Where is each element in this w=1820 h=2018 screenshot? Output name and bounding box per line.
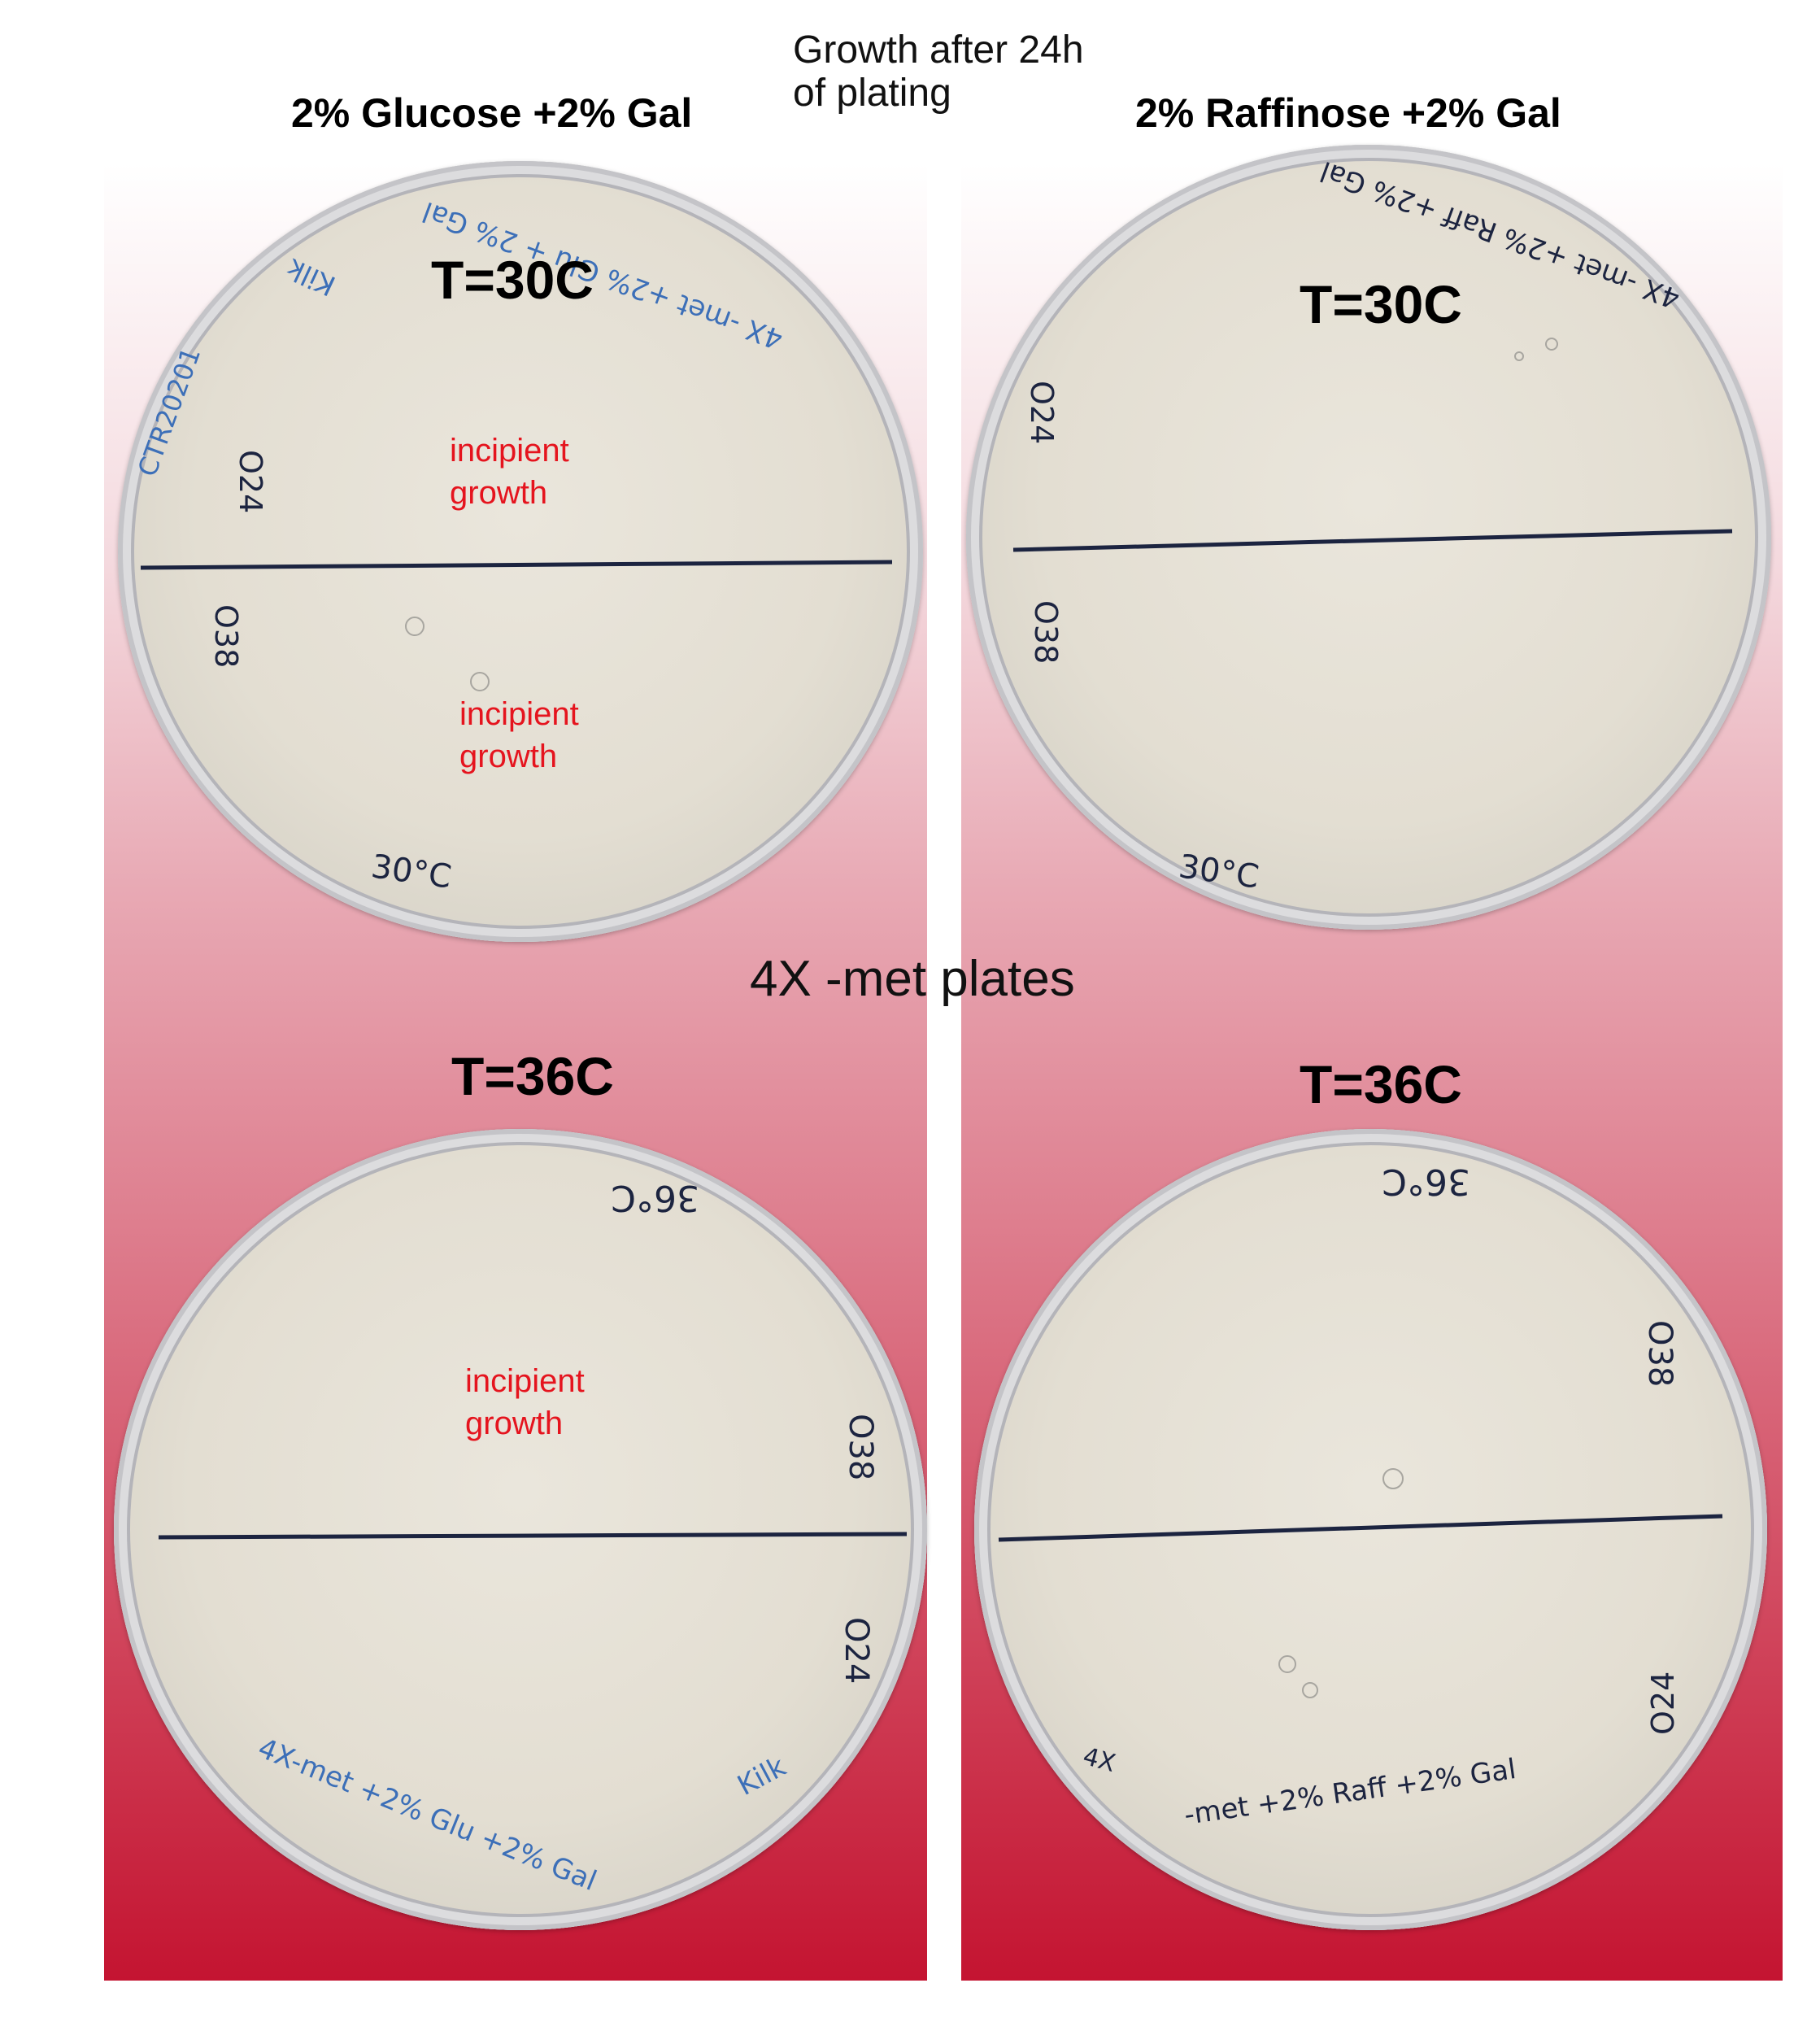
plate-raffinose-30c: 4X -met +2% Raff +2% Gal O24 O38 30°C xyxy=(966,145,1771,930)
temperature-label: T=36C xyxy=(1300,1054,1462,1114)
handwriting-label: 30°C xyxy=(1177,848,1261,896)
divider-line xyxy=(998,1514,1723,1542)
plate-glucose-36c-markings: 36°C O38 O24 4X-met +2% Glu +2% Gal Kilk xyxy=(158,1177,908,1898)
handwriting-label: -met +2% Raff +2% Gal xyxy=(1182,1753,1518,1832)
growth-caption: Growth after 24h of plating xyxy=(793,28,1084,116)
handwriting-label: O24 xyxy=(1645,1671,1681,1735)
handwriting-label: O24 xyxy=(233,450,268,513)
temperature-label: T=30C xyxy=(1300,274,1462,334)
incipient-growth-note: incipient growth xyxy=(459,696,579,774)
left-condition-title: 2% Glucose +2% Gal xyxy=(291,90,693,136)
handwriting-label: O38 xyxy=(1028,600,1064,664)
incipient-growth-note: incipient growth xyxy=(465,1363,585,1441)
bubble xyxy=(1514,351,1524,361)
handwriting-label: 4X-met +2% Glu +2% Gal xyxy=(254,1732,602,1898)
plate-raffinose-36c-markings: 36°C O38 O24 4X -met +2% Raff +2% Gal xyxy=(998,1161,1723,1832)
handwriting-label: Kilk xyxy=(732,1750,791,1802)
handwriting-label: 36°C xyxy=(1382,1161,1470,1202)
handwriting-label: 30°C xyxy=(369,848,454,896)
handwriting-label: O38 xyxy=(1641,1320,1678,1387)
plate-raffinose-30c-markings: 4X -met +2% Raff +2% Gal O24 O38 30°C xyxy=(1012,155,1733,896)
handwriting-label: 36°C xyxy=(611,1177,699,1218)
bubble xyxy=(1278,1655,1296,1673)
bubble xyxy=(1545,338,1558,351)
plate-raffinose-36c: 36°C O38 O24 4X -met +2% Raff +2% Gal xyxy=(974,1129,1767,1930)
right-condition-title: 2% Raffinose +2% Gal xyxy=(1135,90,1561,136)
handwriting-label: O38 xyxy=(842,1414,879,1480)
plate-glucose-30c-markings: 4X -met +2% Glu + 2% Gal Kilk CTR20201 O… xyxy=(132,194,893,896)
divider-line xyxy=(158,1532,908,1540)
plate-glucose-30c: 4X -met +2% Glu + 2% Gal Kilk CTR20201 O… xyxy=(118,161,923,942)
divider-line xyxy=(140,560,893,570)
divider-line xyxy=(1012,529,1733,552)
growth-caption-line1: Growth after 24h xyxy=(793,28,1084,72)
handwriting-label: O24 xyxy=(838,1617,875,1684)
growth-caption-line2: of plating xyxy=(793,71,951,115)
handwriting-label: O38 xyxy=(208,604,244,668)
handwriting-label: 4X xyxy=(1080,1742,1118,1778)
handwriting-label: CTR20201 xyxy=(132,343,207,481)
bubble xyxy=(405,617,425,636)
bubble xyxy=(1302,1682,1318,1698)
temperature-label: T=30C xyxy=(431,250,594,310)
handwriting-label: Kilk xyxy=(281,251,340,302)
temperature-label: T=36C xyxy=(451,1046,614,1106)
plate-glucose-36c: 36°C O38 O24 4X-met +2% Glu +2% Gal Kilk xyxy=(114,1129,927,1930)
incipient-growth-note: incipient growth xyxy=(450,433,569,511)
handwriting-label: O24 xyxy=(1024,381,1060,444)
bubble xyxy=(1382,1468,1404,1489)
bubble xyxy=(470,672,490,691)
plates-type-label: 4X -met plates xyxy=(750,951,1075,1007)
